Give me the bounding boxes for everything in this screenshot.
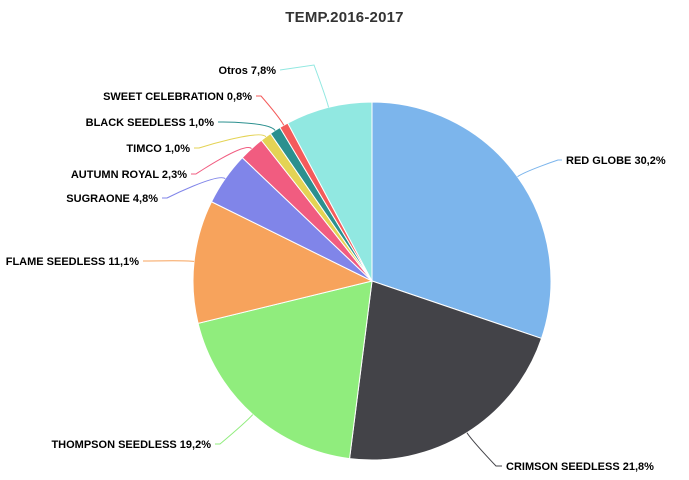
- data-label-black-seedless: BLACK SEEDLESS 1,0%: [86, 117, 215, 129]
- connector-flame-seedless: [143, 260, 195, 262]
- data-label-autumn-royal: AUTUMN ROYAL 2,3%: [71, 169, 187, 181]
- data-label-crimson-seedless: CRIMSON SEEDLESS 21,8%: [506, 461, 654, 473]
- data-label-flame-seedless: FLAME SEEDLESS 11,1%: [6, 256, 139, 268]
- connector-red-globe: [517, 159, 562, 178]
- connector-thompson-seedless: [215, 414, 254, 445]
- data-label-sugraone: SUGRAONE 4,8%: [66, 193, 158, 205]
- pie-slice-red-globe[interactable]: [371, 101, 552, 340]
- connector-black-seedless: [218, 121, 276, 131]
- connector-crimson-seedless: [466, 432, 502, 467]
- connector-otros: [279, 64, 330, 108]
- chart-title: TEMP.2016-2017: [285, 9, 404, 26]
- data-label-red-globe: RED GLOBE 30,2%: [566, 155, 666, 167]
- data-label-sweet-celebration: SWEET CELEBRATION 0,8%: [103, 91, 252, 103]
- pie-slice-otros[interactable]: [287, 101, 373, 282]
- connector-sugraone: [162, 177, 226, 199]
- connector-timco: [194, 134, 267, 149]
- data-label-timco: TIMCO 1,0%: [126, 143, 190, 155]
- connector-sweet-celebration: [256, 95, 285, 126]
- connector-autumn-royal: [191, 147, 252, 175]
- data-label-thompson-seedless: THOMPSON SEEDLESS 19,2%: [51, 439, 211, 451]
- data-label-otros: Otros 7,8%: [219, 65, 277, 77]
